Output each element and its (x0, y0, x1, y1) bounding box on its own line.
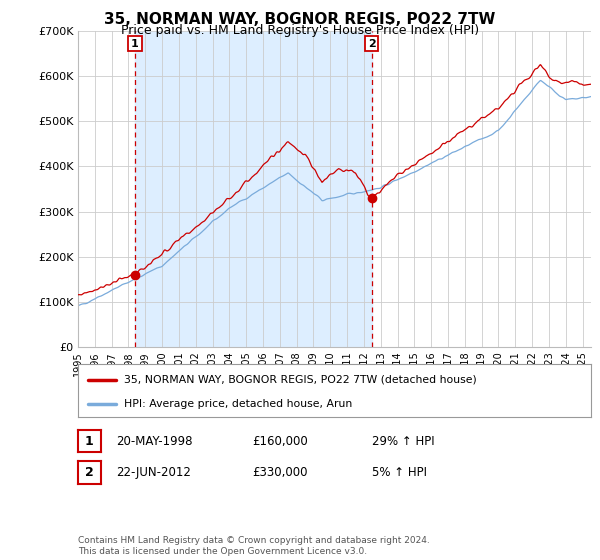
Text: 35, NORMAN WAY, BOGNOR REGIS, PO22 7TW (detached house): 35, NORMAN WAY, BOGNOR REGIS, PO22 7TW (… (124, 375, 477, 385)
Text: HPI: Average price, detached house, Arun: HPI: Average price, detached house, Arun (124, 399, 352, 409)
Text: 29% ↑ HPI: 29% ↑ HPI (372, 435, 434, 448)
Text: 1: 1 (131, 39, 139, 49)
Text: 22-JUN-2012: 22-JUN-2012 (116, 466, 191, 479)
Text: 2: 2 (85, 466, 94, 479)
Text: 20-MAY-1998: 20-MAY-1998 (116, 435, 193, 448)
Text: 1: 1 (85, 435, 94, 448)
Text: £330,000: £330,000 (252, 466, 308, 479)
Text: 2: 2 (368, 39, 376, 49)
Text: Price paid vs. HM Land Registry's House Price Index (HPI): Price paid vs. HM Land Registry's House … (121, 24, 479, 36)
Text: £160,000: £160,000 (252, 435, 308, 448)
Text: Contains HM Land Registry data © Crown copyright and database right 2024.
This d: Contains HM Land Registry data © Crown c… (78, 536, 430, 556)
Text: 35, NORMAN WAY, BOGNOR REGIS, PO22 7TW: 35, NORMAN WAY, BOGNOR REGIS, PO22 7TW (104, 12, 496, 27)
Bar (135, 31, 372, 347)
Text: 5% ↑ HPI: 5% ↑ HPI (372, 466, 427, 479)
